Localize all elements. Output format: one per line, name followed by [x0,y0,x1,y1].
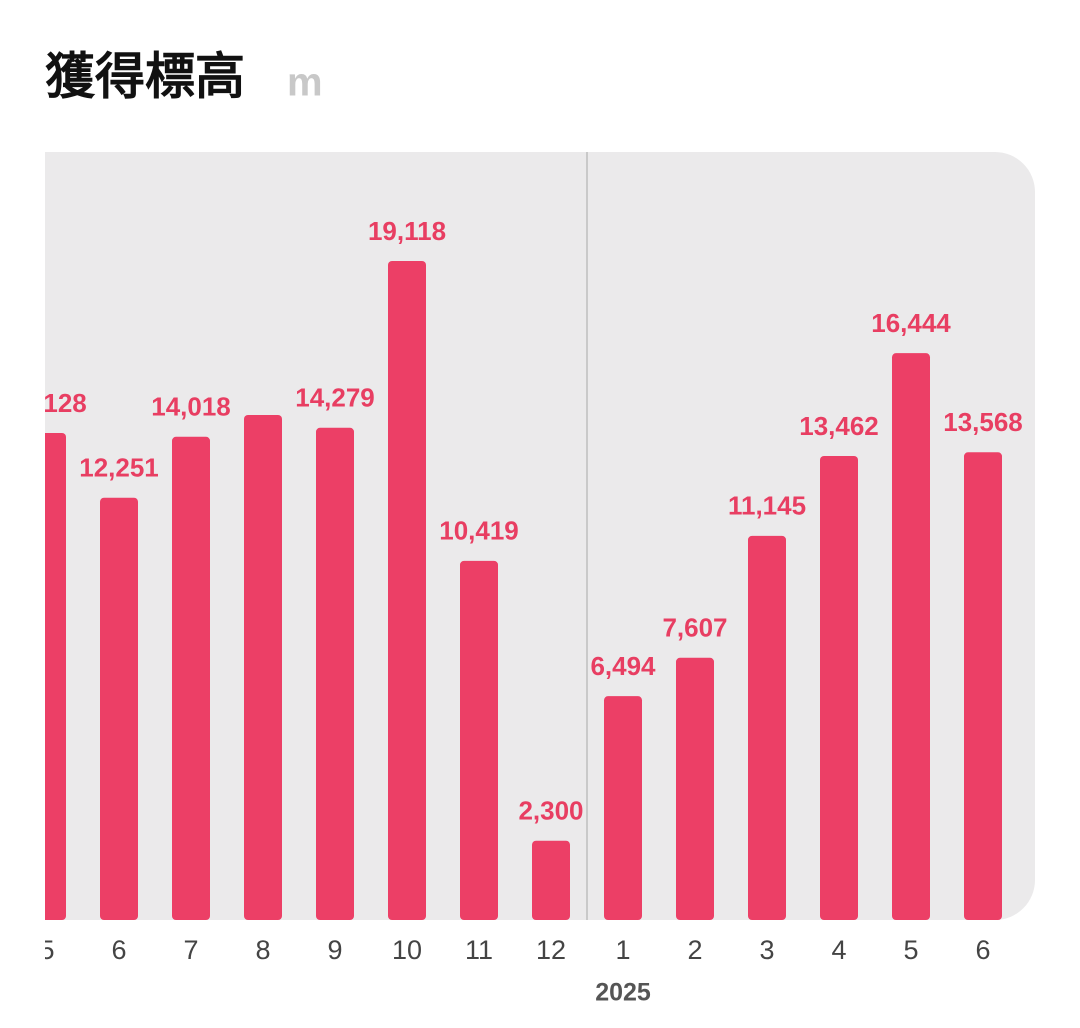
x-tick-label: 6 [975,935,990,965]
bar [532,840,570,920]
year-label: 2025 [595,979,651,1007]
bar [45,433,66,920]
value-label: 14,018 [151,392,231,422]
bar [316,427,354,920]
value-label: 2,300 [518,796,583,826]
bar [820,455,858,920]
bar [388,260,426,920]
bar [460,560,498,920]
x-tick-label: 8 [255,935,270,965]
plot-background [45,152,1035,920]
x-tick-label: 4 [831,935,846,965]
x-tick-label: 2 [687,935,702,965]
value-label: 6,494 [590,651,656,681]
x-tick-label: 10 [392,935,422,965]
x-tick-label: 7 [183,935,198,965]
x-tick-label: 12 [536,935,566,965]
bar [100,497,138,920]
x-tick-label: 1 [615,935,630,965]
bar [244,415,282,920]
bar [604,696,642,920]
x-tick-label: 9 [327,935,342,965]
bar [172,436,210,920]
value-label: 7,607 [662,613,727,643]
x-tick-label: 11 [465,935,493,965]
value-label: 13,568 [943,407,1023,437]
x-tick-label: 3 [759,935,774,965]
bar [748,535,786,920]
value-label: 19,118 [368,216,446,246]
x-tick-label: 5 [903,935,918,965]
value-label: 14,279 [295,383,375,413]
value-label: 14,128 [7,388,87,418]
unit-label: m [287,61,323,105]
bar [676,657,714,920]
x-tick-label: 5 [39,935,54,965]
bar [964,452,1002,920]
x-tick-label: 6 [111,935,126,965]
value-label: 13,462 [799,411,879,441]
value-label: 12,251 [79,453,159,483]
bar [892,353,930,920]
value-label: 16,444 [871,308,951,338]
chart-title: 獲得標高 [45,48,245,106]
value-label: 11,145 [728,491,806,521]
value-label: 10,419 [439,516,519,546]
